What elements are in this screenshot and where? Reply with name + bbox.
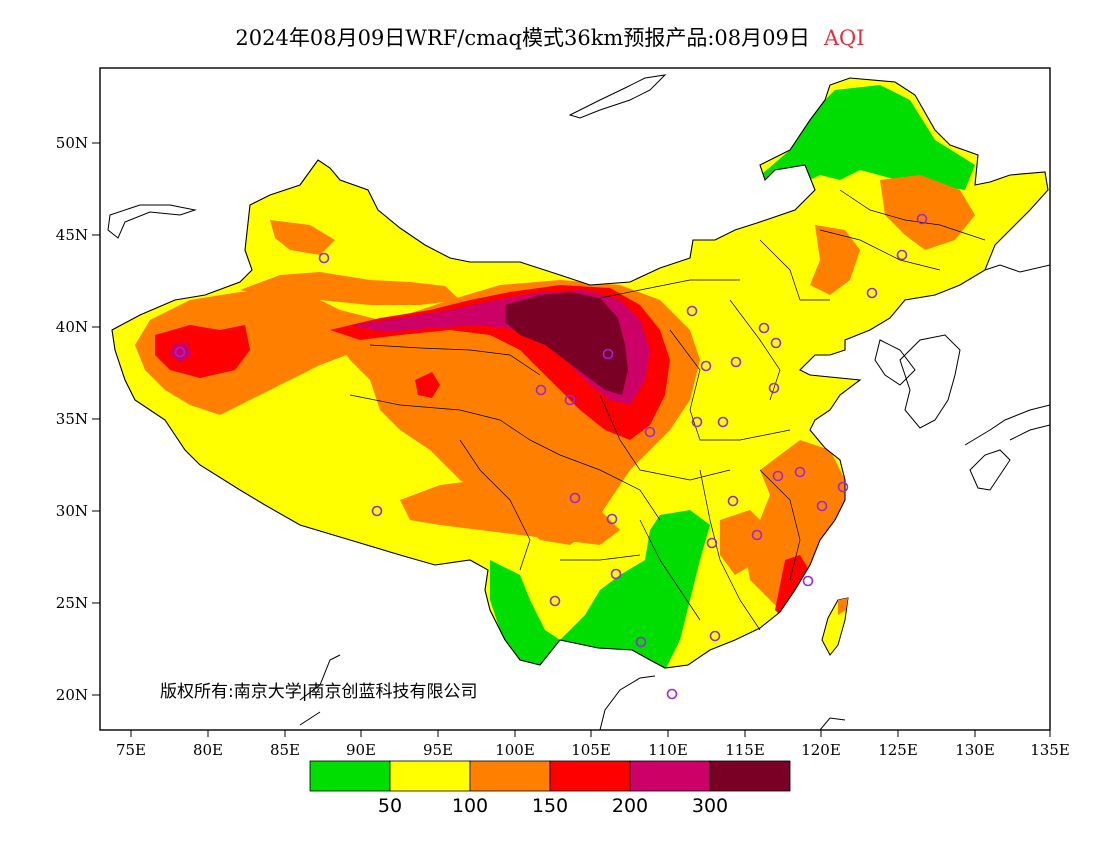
legend-label: 100 [452,795,488,817]
aqi-zone-xinjiang-red [155,325,250,378]
station-marker [666,688,678,700]
aqi-zone-coast-red [775,555,812,620]
aqi-zone-northeast-orange [810,225,860,295]
station-marker [644,426,656,438]
station-marker [318,252,330,264]
station-marker [794,466,806,478]
station-marker [706,537,718,549]
lat-labels: 50N 45N 40N 35N 30N 25N 20N [56,134,88,704]
station-marker [837,481,849,493]
station-marker [691,416,703,428]
station-marker [772,470,784,482]
lon-label: 75E [116,741,146,759]
lon-label: 125E [878,741,918,759]
station-marker [751,529,763,541]
station-marker [768,382,780,394]
legend-label: 150 [532,795,568,817]
taiwan-orange [838,598,848,615]
lon-label: 100E [495,741,535,759]
station-marker [610,568,622,580]
legend-label: 200 [612,795,648,817]
station-marker [535,384,547,396]
lon-label: 95E [423,741,453,759]
aqi-zone-tibet-red [415,372,440,398]
lat-label: 40N [56,318,88,336]
copyright-text: 版权所有:南京大学|南京创蓝科技有限公司 [160,682,477,702]
lat-label: 30N [56,502,88,520]
lat-label: 25N [56,594,88,612]
lat-label: 45N [56,226,88,244]
legend-label: 300 [692,795,728,817]
color-legend: 50 100 150 200 300 [309,760,791,817]
station-marker [758,322,770,334]
province-boundaries [349,189,986,631]
aqi-zone-ordos-maroon [505,292,628,395]
lat-label: 50N [56,134,88,152]
legend-label: 50 [378,795,402,817]
station-marker [174,346,186,358]
variable-label: AQI [823,26,865,50]
station-marker [717,416,729,428]
station-marker [896,249,908,261]
station-marker [730,356,742,368]
lon-axis [130,730,1051,737]
lon-label: 120E [801,741,841,759]
lon-label: 115E [725,741,765,759]
map-title: 2024年08月09日WRF/cmaq模式36km预报产品:08月09日 AQI [0,22,1100,52]
lon-label: 130E [955,741,995,759]
legend-swatch [469,760,551,792]
aqi-zone-yangtze-orange [720,510,770,575]
title-text: 2024年08月09日WRF/cmaq模式36km预报产品:08月09日 [235,26,810,50]
station-marker [606,513,618,525]
lon-labels: 75E 80E 85E 90E 95E 100E 105E 110E 115E … [116,741,1070,759]
station-marker [371,505,383,517]
lat-axis [92,142,100,696]
aqi-zone-xinjiang-magenta [170,342,192,362]
station-marker [866,287,878,299]
aqi-zone-southwest-orange [400,480,620,545]
station-marker [564,394,576,406]
station-marker [770,337,782,349]
lon-label: 85E [270,741,300,759]
aqi-zone-xinjiang-orange [135,290,400,415]
neighbor-coastlines [107,74,1050,730]
station-marker [916,213,928,225]
aqi-zone-inner-orange [880,175,975,250]
station-marker [686,305,698,317]
lat-label: 20N [56,686,88,704]
lon-label: 135E [1030,741,1070,759]
aqi-zone-northeast-green [755,85,975,190]
legend-swatch [549,760,631,792]
legend-swatch [389,760,471,792]
station-marker [602,348,614,360]
aqi-zone-tarim-orange [240,272,460,305]
china-border [111,77,1049,669]
lon-label: 90E [346,741,376,759]
station-marker [727,495,739,507]
station-marker [816,500,828,512]
station-marker [635,636,647,648]
legend-swatch [309,760,391,792]
monitoring-stations [174,213,928,700]
aqi-zone-east-orange [745,440,845,615]
aqi-zone-north-orange [270,220,335,255]
lon-label: 80E [193,741,223,759]
station-marker [700,360,712,372]
station-marker [802,575,814,587]
legend-swatch [709,760,791,792]
lon-label: 110E [648,741,688,759]
station-marker [549,595,561,607]
lat-label: 35N [56,410,88,428]
station-marker [569,492,581,504]
lon-label: 105E [571,741,611,759]
legend-swatch [629,760,711,792]
station-marker [709,630,721,642]
